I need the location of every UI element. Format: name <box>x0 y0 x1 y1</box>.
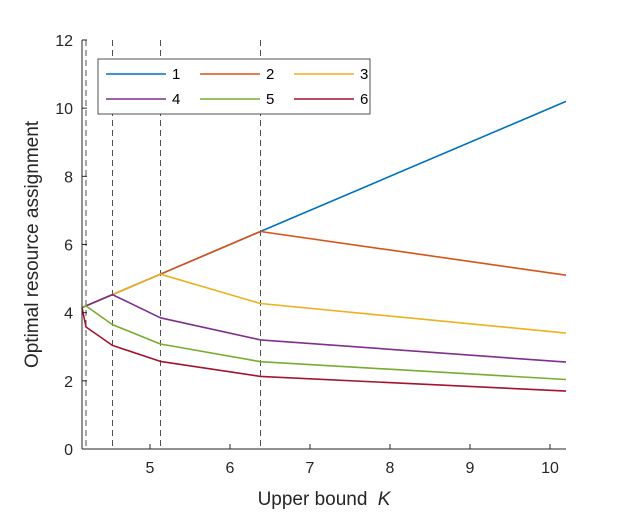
x-tick-label: 6 <box>226 460 235 477</box>
series-lines <box>81 100 567 392</box>
legend-label-3: 3 <box>360 66 368 83</box>
x-tick-label: 10 <box>541 460 559 477</box>
x-tick-label: 9 <box>466 460 475 477</box>
x-tick-label: 5 <box>146 460 155 477</box>
y-tick-label: 10 <box>55 101 73 118</box>
y-tick-label: 8 <box>64 169 73 186</box>
x-axis-label-text: Upper bound <box>258 489 368 510</box>
series-4-line <box>81 293 567 363</box>
y-axis-label: Optimal resource assignment <box>22 120 43 368</box>
y-tick-label: 4 <box>64 306 73 323</box>
y-tick-label: 0 <box>64 442 73 459</box>
legend-label-6: 6 <box>360 91 368 108</box>
legend-box <box>97 58 371 115</box>
series-5-line <box>81 305 567 381</box>
series-3-line <box>81 273 567 334</box>
x-tick-label: 8 <box>386 460 395 477</box>
y-tick-label: 12 <box>55 33 73 50</box>
x-ticks: 5 6 7 8 9 10 <box>146 444 559 477</box>
series-2-line <box>81 230 567 309</box>
y-tick-label: 6 <box>64 238 73 255</box>
x-axis-label-symbol: K <box>378 489 392 510</box>
x-axis-label: Upper bound K <box>258 489 392 510</box>
legend-label-4: 4 <box>172 91 180 108</box>
legend-label-2: 2 <box>266 66 274 83</box>
x-tick-label: 7 <box>306 460 315 477</box>
y-tick-label: 2 <box>64 374 73 391</box>
legend: 1 2 3 4 5 6 <box>97 58 371 115</box>
legend-label-5: 5 <box>266 91 274 108</box>
legend-label-1: 1 <box>172 66 180 83</box>
y-ticks: 0 2 4 6 8 10 12 <box>55 33 87 459</box>
series-6-line <box>81 307 567 392</box>
